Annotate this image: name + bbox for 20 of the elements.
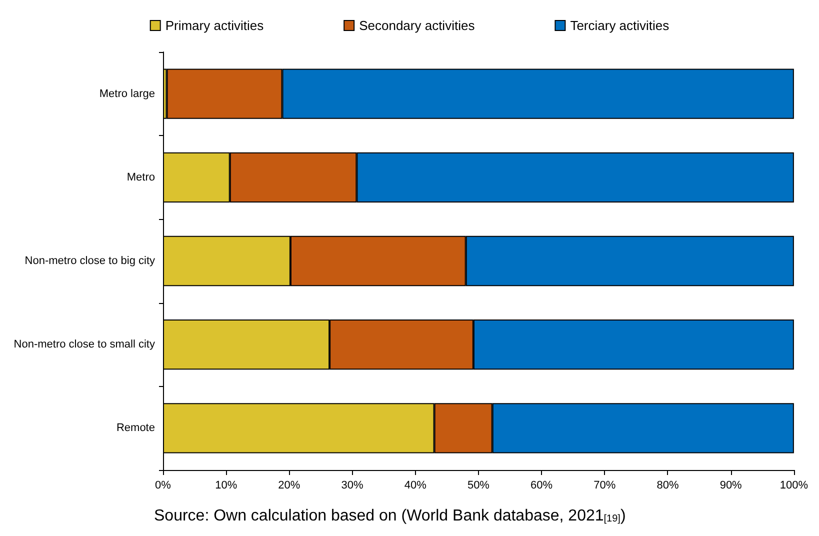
- x-tick-label: 0%: [155, 480, 172, 492]
- y-tick-label: Metro large: [99, 88, 155, 100]
- x-tick-label: 30%: [341, 480, 364, 492]
- x-tick-label: 100%: [780, 480, 808, 492]
- x-tick-label: 60%: [530, 480, 553, 492]
- x-tick-label: 40%: [404, 480, 427, 492]
- y-tick-label: Metro: [126, 171, 155, 184]
- legend-label: Terciary activities: [570, 18, 670, 33]
- x-tick-label: 10%: [215, 480, 238, 492]
- x-tick-label: 90%: [720, 480, 742, 492]
- y-tick-label: Non-metro close to small city: [14, 338, 156, 351]
- legend-label: Primary activities: [165, 18, 264, 33]
- x-tick-label: 80%: [656, 480, 679, 492]
- x-tick-label: 20%: [278, 480, 300, 492]
- source-note: Source: Own calculation based on (World Bank database, 2021[19]): [154, 508, 626, 524]
- x-tick-label: 70%: [594, 480, 616, 492]
- y-tick-label: Non-metro close to big city: [24, 255, 156, 267]
- x-tick-label: 50%: [467, 480, 490, 492]
- legend-label: Secondary activities: [359, 18, 476, 33]
- y-tick-label: Remote: [116, 422, 155, 434]
